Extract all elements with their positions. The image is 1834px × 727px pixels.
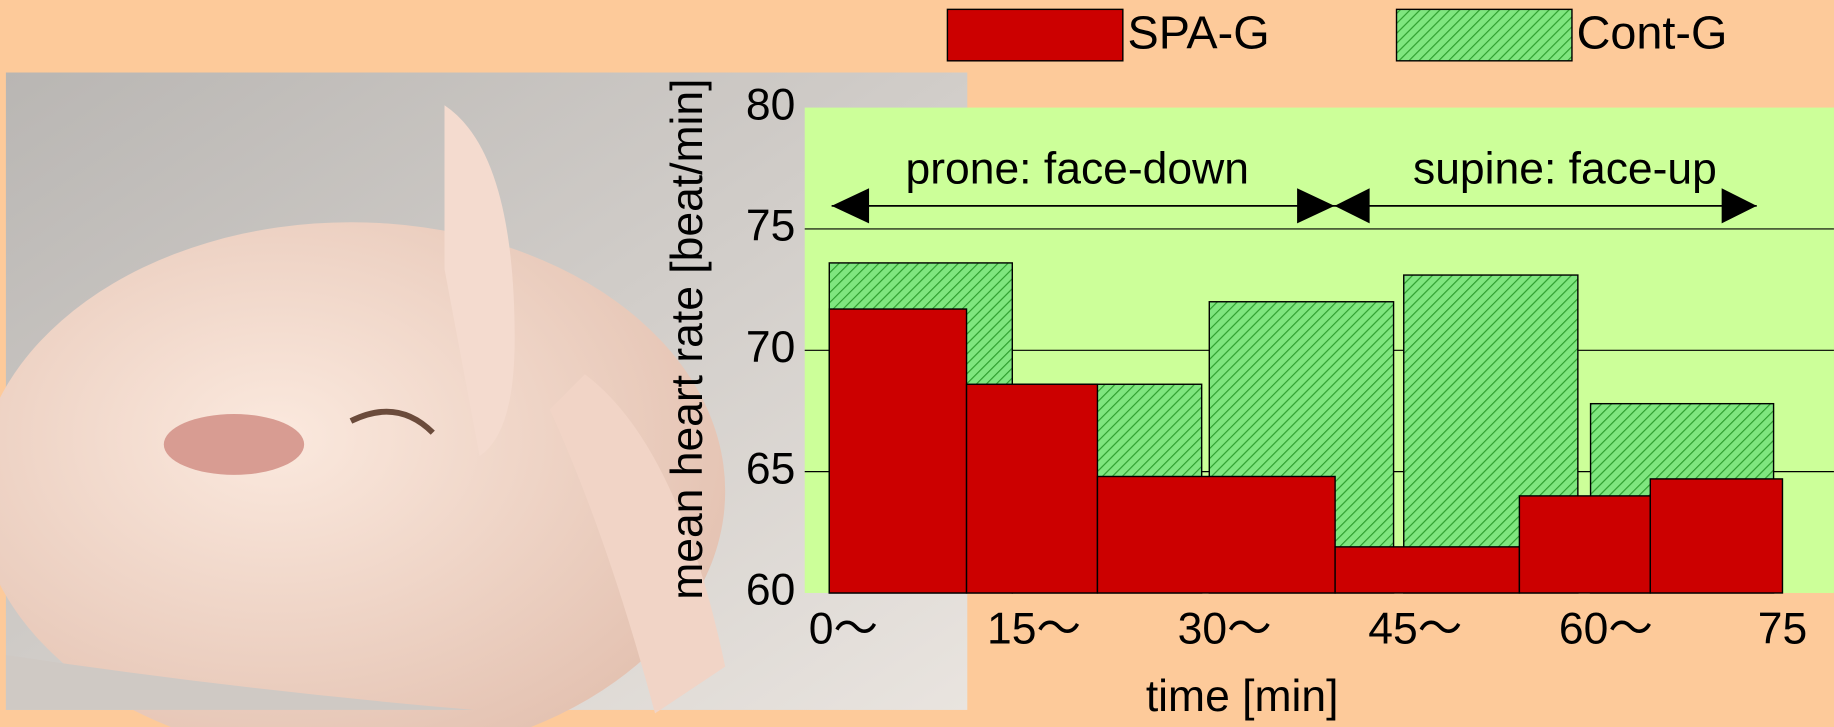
y-tick-label: 65 [746,444,795,493]
bar [1518,495,1652,594]
axes: 60 65 70 75 80 0〜 15〜 30〜 45〜 60〜 75 [746,80,1807,653]
x-tick-label: 30〜 [1178,604,1272,653]
legend-label: Cont-G [1577,7,1728,59]
arrow-head [1334,188,1370,224]
x-tick-label: 0〜 [809,604,878,653]
arrow-head [1721,188,1757,224]
arrow-head [831,188,870,224]
annotation: prone: face-down [906,145,1249,194]
legend-label: SPA-G [1128,7,1270,59]
legend-swatch [1395,8,1573,62]
arrow-head [1297,188,1335,224]
x-tick-label: 45〜 [1368,604,1462,653]
bar [1334,546,1521,594]
bar [1649,478,1784,594]
x-tick-label: 75 [1758,604,1807,653]
y-tick-label: 80 [746,80,795,129]
bar [965,383,1099,594]
x-tick-label: 15〜 [987,604,1081,653]
y-tick-label: 70 [746,323,795,372]
annotations: prone: face-down supine: face-up [831,145,1757,224]
legend: Cont-G SPA-G [946,7,1728,62]
y-tick-label: 60 [746,566,795,615]
legend-swatch [946,8,1124,62]
x-tick-label: 60〜 [1559,604,1653,653]
annotation: supine: face-up [1413,145,1717,194]
x-axis-label: time [min] [1146,672,1339,721]
y-axis-label: mean heart rate [beat/min] [663,79,712,600]
bars [828,262,1784,594]
bar [828,308,968,594]
y-tick-label: 75 [746,202,795,251]
bar [1096,475,1336,594]
